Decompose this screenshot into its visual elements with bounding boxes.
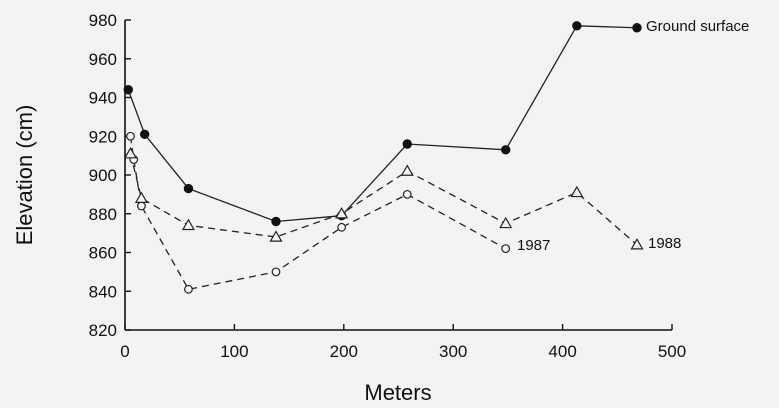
y-ticks: 820 840 860 880 900 920 940 960 980 <box>89 11 131 340</box>
data-point-1987 <box>126 131 135 141</box>
data-point-ground-surface <box>183 183 194 194</box>
series-line-ground-surface <box>127 25 638 223</box>
data-point-1988 <box>181 218 195 231</box>
data-point-1987 <box>337 222 347 232</box>
data-point-ground-surface <box>271 216 281 227</box>
x-tick-label: 200 <box>330 342 358 361</box>
data-point-1988 <box>570 185 584 198</box>
series-label-ground-surface: Ground surface <box>646 18 749 35</box>
x-tick-label: 300 <box>439 342 467 361</box>
data-point-ground-surface <box>123 85 133 95</box>
axes <box>124 20 672 331</box>
data-point-1987 <box>184 284 193 294</box>
data-point-1988 <box>630 238 644 250</box>
y-axis-title: Elevation (cm) <box>12 105 37 246</box>
y-tick-label: 980 <box>89 11 117 30</box>
data-point-1987 <box>501 244 511 254</box>
data-point-ground-surface <box>572 21 582 31</box>
data-point-1988 <box>400 164 414 176</box>
data-point-1988 <box>269 230 283 242</box>
series-markers <box>123 21 644 294</box>
y-tick-label: 960 <box>89 50 117 69</box>
series-lines <box>127 25 638 291</box>
x-tick-label: 500 <box>658 342 686 361</box>
series-labels: Ground surface 1987 1988 <box>517 18 749 254</box>
data-point-1988 <box>499 216 513 229</box>
series-label-1987: 1987 <box>517 237 550 254</box>
x-ticks: 0 100 200 300 400 500 <box>120 324 686 361</box>
y-tick-label: 940 <box>89 89 117 108</box>
x-tick-label: 0 <box>120 342 129 361</box>
data-point-ground-surface <box>501 145 511 155</box>
y-tick-label: 880 <box>89 205 117 224</box>
y-tick-label: 920 <box>89 127 117 146</box>
series-label-1988: 1988 <box>648 235 681 252</box>
x-tick-label: 400 <box>548 342 576 361</box>
y-tick-label: 840 <box>89 282 117 301</box>
data-point-ground-surface <box>402 139 412 149</box>
data-point-ground-surface <box>632 23 642 33</box>
x-tick-label: 100 <box>220 342 248 361</box>
y-tick-label: 900 <box>89 166 117 185</box>
series-line-1987 <box>129 136 507 291</box>
x-axis-title: Meters <box>364 380 431 405</box>
y-tick-label: 820 <box>89 321 117 340</box>
data-point-1987 <box>271 267 281 277</box>
data-point-1987 <box>137 201 146 211</box>
data-point-1987 <box>402 189 412 199</box>
series-line-1988 <box>129 153 638 246</box>
data-point-1988 <box>123 146 138 159</box>
y-tick-label: 860 <box>89 244 117 263</box>
data-point-ground-surface <box>139 129 150 140</box>
data-point-1988 <box>134 191 148 203</box>
data-point-1988 <box>335 207 349 219</box>
